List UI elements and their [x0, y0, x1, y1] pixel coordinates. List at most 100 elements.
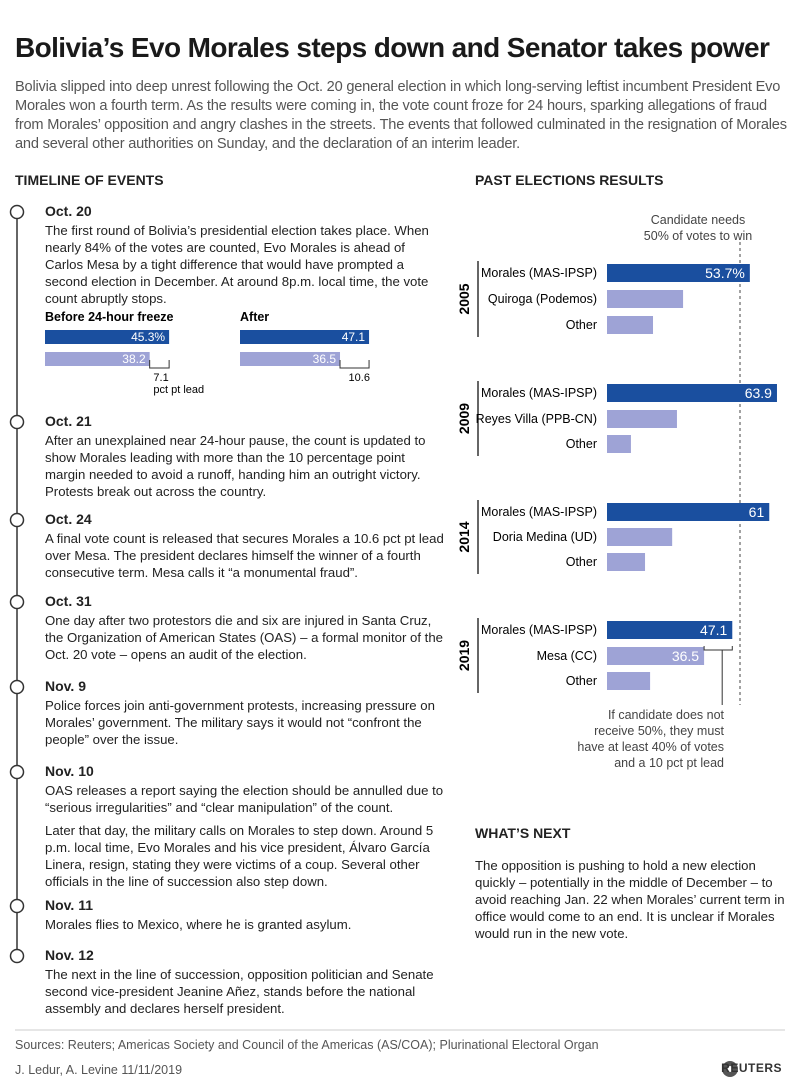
- category-label: Morales (MAS-IPSP): [481, 266, 597, 280]
- bar: [607, 316, 654, 334]
- bar: [45, 330, 170, 344]
- logo-icon-center: [727, 1066, 733, 1072]
- category-label: Quiroga (Podemos): [488, 292, 597, 306]
- category-label: Reyes Villa (PPB-CN): [476, 412, 597, 426]
- event-text: The first round of Bolivia’s presidentia…: [45, 222, 445, 313]
- event-text: Police forces join anti-government prote…: [45, 697, 445, 754]
- bar: [607, 528, 673, 546]
- year-label: 2014: [456, 521, 472, 552]
- title: Bolivia’s Evo Morales steps down and Sen…: [15, 32, 770, 63]
- event-text: The next in the line of succession, oppo…: [45, 966, 445, 1023]
- event-date: Nov. 11: [45, 897, 93, 913]
- event-text: After an unexplained near 24-hour pause,…: [45, 432, 445, 506]
- bar: [607, 290, 684, 308]
- bar-label: 47.1: [342, 330, 366, 344]
- event-paragraph: OAS releases a report saying the electio…: [45, 783, 444, 815]
- bar: [607, 410, 677, 428]
- lead-label: pct pt lead: [153, 384, 204, 396]
- event-paragraph: The first round of Bolivia’s presidentia…: [45, 223, 429, 306]
- timeline-dot: [9, 414, 25, 430]
- event-text: OAS releases a report saying the electio…: [45, 782, 445, 896]
- intro: Bolivia slipped into deep unrest followi…: [15, 79, 787, 152]
- bar-label: 63.9: [745, 385, 772, 401]
- timeline-heading: TIMELINE OF EVENTS: [15, 172, 164, 188]
- rule-note: have at least 40% of votes: [577, 740, 724, 754]
- bar: [607, 553, 646, 571]
- category-label: Mesa (CC): [537, 649, 597, 663]
- event-text: One day after two protestors die and six…: [45, 612, 445, 669]
- bar: [240, 352, 341, 366]
- event-paragraph: Later that day, the military calls on Mo…: [45, 823, 434, 889]
- whats-next-text: The opposition is pushing to hold a new …: [475, 858, 785, 941]
- year-label: 2019: [456, 640, 472, 671]
- event-text: A final vote count is released that secu…: [45, 530, 445, 587]
- bar: [607, 647, 705, 665]
- lead-value: 7.1: [153, 372, 168, 384]
- category-label: Morales (MAS-IPSP): [481, 505, 597, 519]
- bar: [607, 435, 631, 453]
- year-label: 2005: [456, 283, 472, 314]
- bar: [240, 330, 370, 344]
- event-date: Oct. 24: [45, 511, 92, 527]
- lead-bracket: [149, 360, 170, 369]
- event-date: Nov. 9: [45, 678, 86, 694]
- bar-label: 36.5: [672, 648, 699, 664]
- threshold-note: Candidate needs: [651, 213, 746, 227]
- rule-note: If candidate does not: [608, 708, 725, 722]
- bar-label: 53.7%: [705, 265, 745, 281]
- bar: [45, 352, 150, 366]
- category-label: Other: [566, 674, 597, 688]
- event-date: Nov. 10: [45, 763, 94, 779]
- bar-label: 38.2: [122, 352, 146, 366]
- event-paragraph: After an unexplained near 24-hour pause,…: [45, 433, 426, 499]
- elections-heading: PAST ELECTIONS RESULTS: [475, 172, 664, 188]
- logo: REUTERS: [721, 1061, 782, 1075]
- panel-title: After: [240, 310, 269, 324]
- event-text: Morales flies to Mexico, where he is gra…: [45, 916, 445, 939]
- event-date: Nov. 12: [45, 947, 94, 963]
- event-date: Oct. 20: [45, 203, 92, 219]
- bar-label: 47.1: [700, 622, 727, 638]
- timeline-dot: [9, 898, 25, 914]
- panel-title: Before 24-hour freeze: [45, 310, 174, 324]
- event-paragraph: One day after two protestors die and six…: [45, 613, 444, 662]
- category-label: Other: [566, 437, 597, 451]
- event-paragraph: A final vote count is released that secu…: [45, 531, 444, 580]
- whats-next-heading: WHAT’S NEXT: [475, 825, 571, 841]
- category-label: Other: [566, 318, 597, 332]
- year-label: 2009: [456, 403, 472, 434]
- category-label: Morales (MAS-IPSP): [481, 386, 597, 400]
- timeline-dot: [9, 679, 25, 695]
- bar: [607, 503, 770, 521]
- bar-label: 61: [749, 504, 765, 520]
- timeline-dot: [9, 512, 25, 528]
- credit: J. Ledur, A. Levine 11/11/2019: [15, 1063, 183, 1077]
- sources: Sources: Reuters; Americas Society and C…: [15, 1038, 599, 1052]
- bar: [607, 264, 750, 282]
- bar: [607, 384, 777, 402]
- bar-label: 36.5: [313, 352, 337, 366]
- bar: [607, 621, 733, 639]
- event-paragraph: The next in the line of succession, oppo…: [45, 967, 434, 1016]
- event-date: Oct. 21: [45, 413, 92, 429]
- event-date: Oct. 31: [45, 593, 92, 609]
- timeline-dot: [9, 204, 25, 220]
- category-label: Other: [566, 555, 597, 569]
- threshold-note: 50% of votes to win: [644, 229, 752, 243]
- bar-label: 45.3%: [131, 330, 165, 344]
- event-paragraph: Police forces join anti-government prote…: [45, 698, 435, 747]
- category-label: Morales (MAS-IPSP): [481, 623, 597, 637]
- bar: [607, 672, 651, 690]
- margin-bracket: [703, 646, 733, 705]
- event-paragraph: Morales flies to Mexico, where he is gra…: [45, 917, 352, 932]
- lead-bracket: [339, 360, 370, 369]
- rule-note: receive 50%, they must: [594, 724, 724, 738]
- timeline-dot: [9, 948, 25, 964]
- category-label: Doria Medina (UD): [493, 530, 597, 544]
- lead-value: 10.6: [349, 372, 370, 384]
- timeline-dot: [9, 764, 25, 780]
- rule-note: and a 10 pct pt lead: [614, 756, 724, 770]
- timeline-dot: [9, 594, 25, 610]
